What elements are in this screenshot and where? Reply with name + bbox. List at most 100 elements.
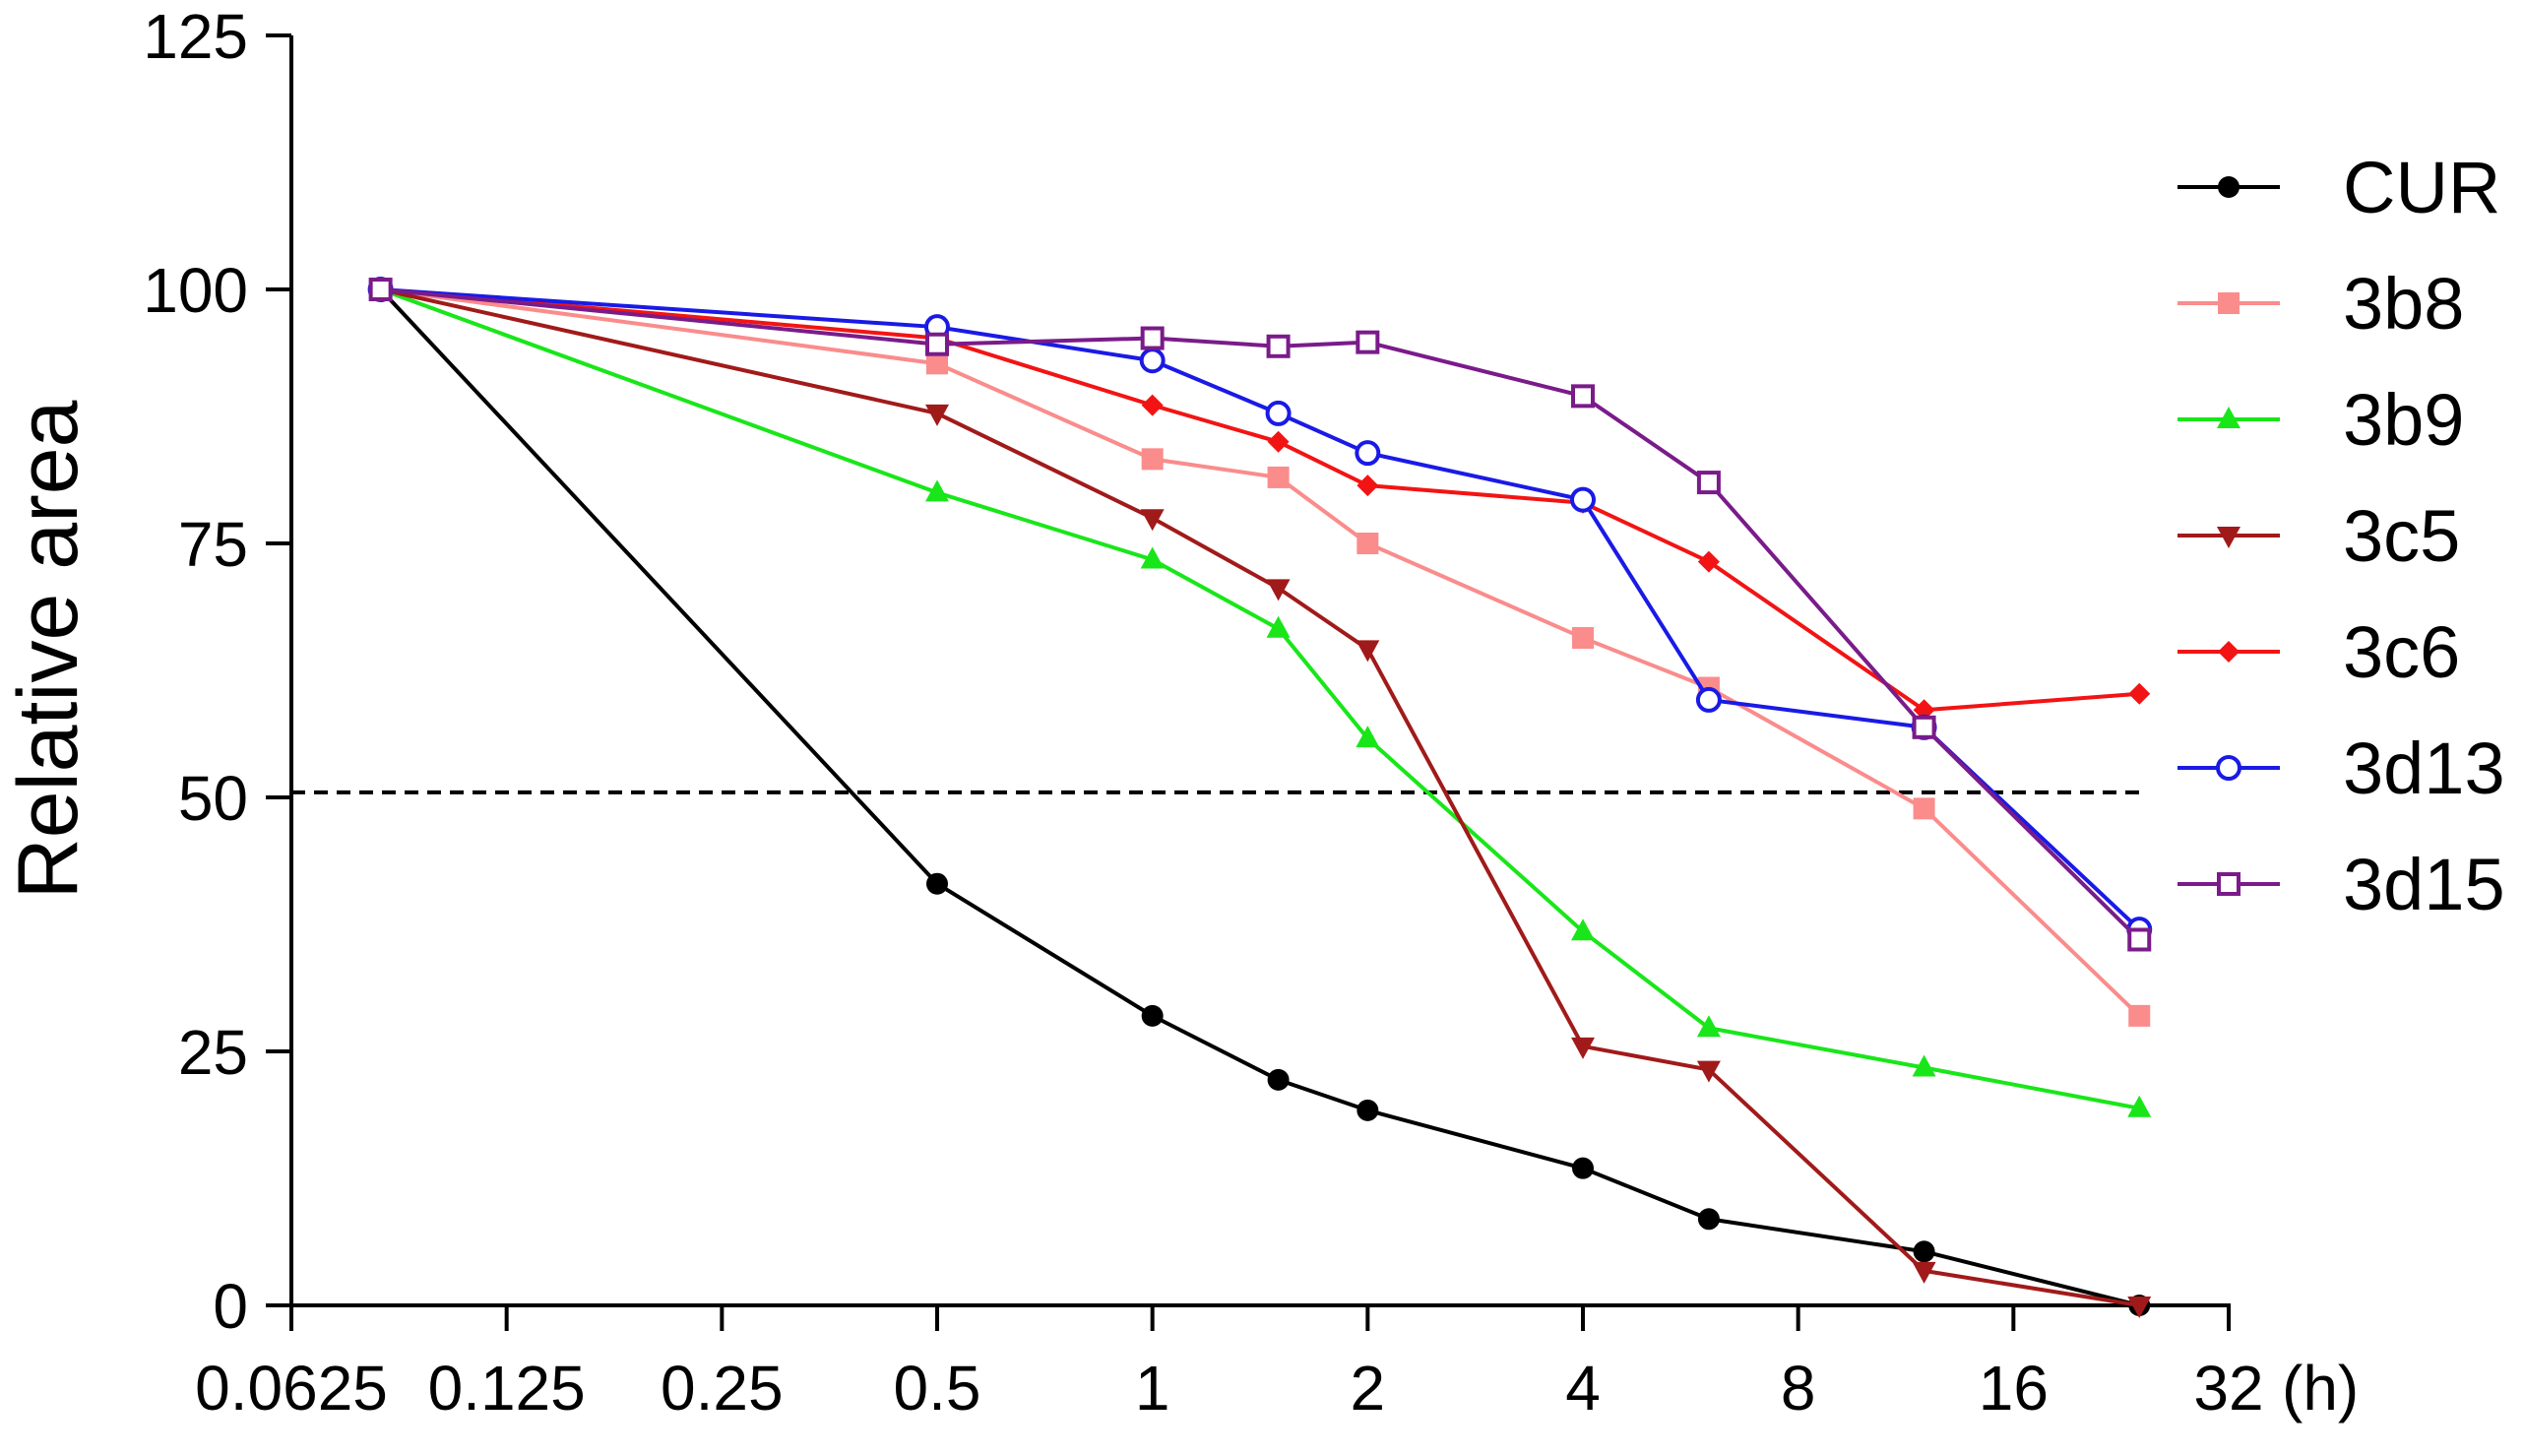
data-point-3c5	[925, 404, 949, 426]
legend-item-cur: CUR	[2177, 147, 2500, 228]
data-point-3c5	[1266, 579, 1291, 601]
data-point-3b9	[925, 479, 949, 502]
data-point-cur	[1267, 1068, 1290, 1091]
data-point-3b8	[1267, 466, 1290, 488]
x-axis-ticks: 0.0625 0.125 0.25 0.5 1 2 4 8 16 32	[195, 1305, 2264, 1424]
x-axis-unit-label: (h)	[2282, 1353, 2359, 1424]
data-point-3b8	[1572, 626, 1594, 649]
y-tick-label: 25	[178, 1017, 248, 1088]
data-point-3c6	[1141, 394, 1164, 416]
x-tick-label: 8	[1781, 1353, 1816, 1424]
legend-label-3d13: 3d13	[2343, 728, 2505, 809]
series-3c5	[368, 281, 2152, 1318]
data-point-3d15	[1140, 326, 1165, 350]
data-point-3d15	[1356, 330, 1380, 354]
legend-item-3c5: 3c5	[2177, 495, 2460, 577]
series-3b9	[368, 277, 2152, 1117]
data-point-3d15	[2127, 927, 2152, 952]
y-tick-label: 75	[178, 509, 248, 580]
legend-label-3b9: 3b9	[2343, 379, 2464, 461]
legend-marker-cur	[2218, 176, 2240, 198]
data-point-3d15	[1266, 334, 1291, 358]
data-point-3c5	[1696, 1060, 1721, 1083]
data-point-cur	[1141, 1004, 1164, 1027]
y-axis-title: Relative area	[1, 400, 95, 899]
legend-marker-3b8	[2218, 292, 2240, 314]
data-point-3b8	[926, 352, 948, 375]
data-point-3b9	[1696, 1015, 1721, 1038]
legend-item-3d15: 3d15	[2177, 844, 2505, 925]
legend-item-3d13: 3d13	[2177, 728, 2505, 809]
legend-label-3b8: 3b8	[2343, 263, 2464, 345]
x-tick-label: 16	[1979, 1353, 2049, 1424]
legend-label-3d15: 3d15	[2343, 844, 2505, 925]
x-tick-label: 0.0625	[195, 1353, 388, 1424]
data-point-3d13	[1139, 348, 1166, 374]
data-point-3d15	[1696, 471, 1721, 495]
data-point-3d13	[1265, 400, 1292, 426]
series-3d15	[368, 278, 2152, 952]
data-point-cur	[926, 872, 948, 895]
data-point-3b8	[2128, 1004, 2151, 1027]
x-tick-label: 32	[2193, 1353, 2263, 1424]
series-cur	[369, 279, 2151, 1316]
x-tick-label: 2	[1351, 1353, 1386, 1424]
legend-marker-3c5	[2217, 527, 2240, 548]
legend-label-3c5: 3c5	[2343, 495, 2460, 577]
series-line-3c6	[380, 287, 2140, 713]
data-point-3c6	[1913, 699, 1935, 722]
legend-label-cur: CUR	[2343, 147, 2500, 228]
data-point-3d13	[1355, 440, 1381, 467]
data-point-cur	[1357, 1099, 1379, 1121]
data-point-cur	[1697, 1208, 1720, 1231]
data-point-3b9	[1140, 546, 1165, 569]
data-point-3d15	[925, 332, 949, 356]
legend-marker-3d13	[2216, 755, 2241, 781]
x-tick-label: 1	[1135, 1353, 1170, 1424]
y-tick-label: 100	[143, 255, 248, 326]
data-point-3b9	[1266, 615, 1291, 638]
series-line-3b8	[380, 287, 2141, 1018]
data-point-3c6	[1357, 475, 1379, 497]
y-tick-label: 50	[178, 763, 248, 834]
data-point-3b8	[1357, 533, 1379, 554]
data-point-cur	[1913, 1240, 1935, 1263]
x-tick-label: 0.5	[894, 1353, 981, 1424]
data-point-3d15	[1912, 715, 1936, 739]
data-point-3b8	[1141, 448, 1164, 471]
data-point-3c6	[2128, 682, 2151, 705]
series-line-3c5	[380, 287, 2140, 1307]
y-tick-label: 0	[213, 1271, 248, 1342]
series-line-3b9	[379, 287, 2140, 1110]
y-axis-ticks: 0 25 50 75 100 125	[143, 1, 291, 1342]
series-3d13	[367, 277, 2153, 943]
data-point-3b8	[1913, 797, 1935, 820]
data-point-3b9	[1356, 726, 1380, 748]
data-point-3d13	[1570, 486, 1596, 513]
x-tick-label: 0.125	[428, 1353, 586, 1424]
data-point-3d15	[1571, 384, 1595, 409]
legend-label-3c6: 3c6	[2343, 611, 2460, 693]
data-point-3d13	[1695, 686, 1722, 713]
legend-item-3c6: 3c6	[2177, 611, 2460, 693]
legend-item-3b9: 3b9	[2177, 379, 2464, 461]
data-point-cur	[1572, 1157, 1594, 1179]
legend: CUR 3b8 3b9 3c5 3c6 3d13 3d15	[2177, 147, 2505, 925]
series-lines	[367, 277, 2153, 1318]
series-3b8	[369, 279, 2151, 1027]
data-point-3c6	[1267, 430, 1290, 453]
data-point-3b9	[1912, 1054, 1936, 1077]
data-point-3b9	[2127, 1095, 2152, 1117]
legend-marker-3d15	[2217, 872, 2240, 896]
data-point-3c5	[1140, 509, 1165, 532]
series-line-cur	[379, 287, 2140, 1307]
data-point-3c5	[2127, 1297, 2152, 1318]
data-point-3c5	[1356, 640, 1380, 663]
plot-area: 0 25 50 75 100 125 0.0625 0.125 0.25 0.5 1 2 4 8 16 32	[143, 1, 2263, 1424]
legend-marker-3b9	[2217, 407, 2240, 428]
data-point-3b9	[1571, 918, 1595, 941]
legend-item-3b8: 3b8	[2177, 263, 2464, 345]
y-tick-label: 125	[143, 1, 248, 72]
legend-marker-3c6	[2218, 641, 2240, 663]
